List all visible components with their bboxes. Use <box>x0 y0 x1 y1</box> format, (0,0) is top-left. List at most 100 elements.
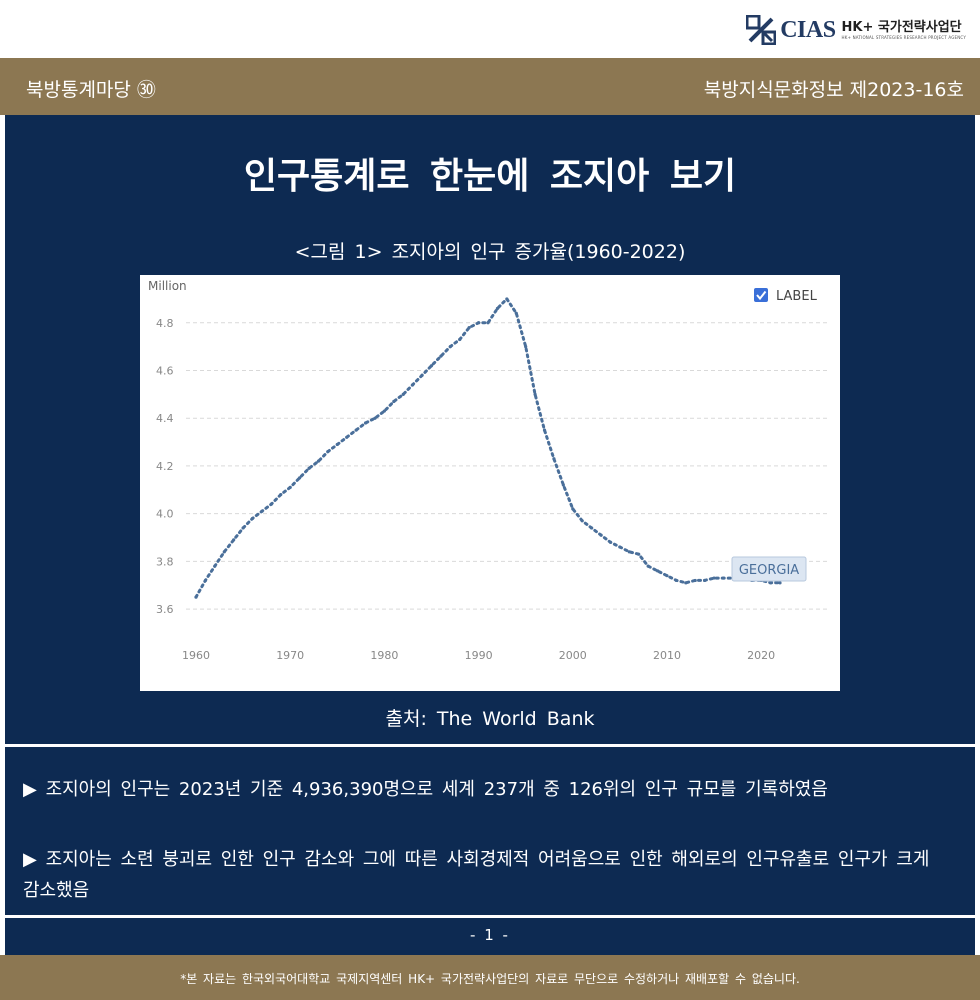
data-point <box>241 526 245 530</box>
data-point <box>561 483 565 487</box>
checkmark-icon <box>756 290 767 301</box>
data-point <box>411 383 415 387</box>
data-point <box>298 476 302 480</box>
summary-panel: ▶ 조지아의 인구는 2023년 기준 4,936,390명으로 세계 237개… <box>5 747 975 915</box>
data-point <box>439 354 443 358</box>
copyright-notice: *본 자료는 한국외국어대학교 국제지역센터 HK+ 국가전략사업단의 자료로 … <box>180 972 800 986</box>
data-point <box>232 538 236 542</box>
bullet-point-1: ▶ 조지아의 인구는 2023년 기준 4,936,390명으로 세계 237개… <box>23 779 828 800</box>
data-point <box>703 578 707 583</box>
data-point <box>392 399 396 404</box>
legend[interactable]: LABEL <box>754 288 818 304</box>
data-point <box>354 428 358 432</box>
data-point <box>712 576 716 580</box>
data-point <box>768 581 773 585</box>
data-point <box>269 502 273 506</box>
data-point <box>778 581 782 585</box>
logo-subtitle: HK+ NATIONAL STRATEGIES RESEARCH PROJECT… <box>841 34 966 40</box>
source-note: 출처: The World Bank <box>385 708 595 730</box>
y-tick-labels: 3.6 3.8 4.0 4.2 4.4 4.6 4.8 <box>156 317 174 616</box>
cias-logo[interactable]: CIAS HK+ 국가전략사업단 HK+ NATIONAL STRATEGIES… <box>746 10 966 50</box>
page-number-panel: - 1 - <box>5 918 975 955</box>
data-point <box>203 578 208 583</box>
x-tick-label: 2000 <box>559 649 587 662</box>
x-tick-labels: 1960 1970 1980 1990 2000 2010 2020 <box>182 649 775 662</box>
y-tick-label: 4.0 <box>156 508 174 521</box>
series-tag-label: GEORGIA <box>739 563 799 578</box>
data-point <box>618 545 622 549</box>
data-point <box>693 578 697 583</box>
data-point <box>382 409 386 413</box>
x-tick-label: 1960 <box>182 649 210 662</box>
data-point <box>505 297 509 301</box>
data-point <box>194 595 198 599</box>
data-point <box>674 578 678 583</box>
bullet-point-2: ▶ 조지아는 소련 붕괴로 인한 인구 감소와 그에 따른 사회경제적 어려움으… <box>23 849 930 901</box>
data-point <box>429 364 434 368</box>
data-point <box>627 550 631 554</box>
data-point <box>250 516 255 521</box>
data-point <box>260 509 264 513</box>
logo-title: HK+ 국가전략사업단 <box>841 19 962 35</box>
data-point <box>279 492 283 497</box>
data-point <box>458 337 462 342</box>
y-tick-label: 3.6 <box>156 603 174 616</box>
logo-wordmark: CIAS <box>780 16 836 43</box>
data-point <box>288 485 292 489</box>
chart-container: 3.6 3.8 4.0 4.2 4.4 4.6 4.8 1960 1970 1980 1990 20… <box>140 275 840 691</box>
data-point <box>213 564 217 568</box>
data-point <box>542 428 547 432</box>
data-point <box>571 507 575 511</box>
y-tick-label: 4.2 <box>156 460 174 473</box>
population-chart: 3.6 3.8 4.0 4.2 4.4 4.6 4.8 1960 1970 1980 1990 20… <box>148 279 830 662</box>
page-number: - 1 - <box>470 926 510 944</box>
x-tick-label: 2010 <box>653 649 681 662</box>
grid-lines <box>186 322 830 610</box>
data-point <box>486 321 490 325</box>
series-tag: GEORGIA <box>731 556 807 582</box>
data-point <box>335 442 339 447</box>
y-tick-label: 4.6 <box>156 365 174 378</box>
data-point <box>467 325 471 330</box>
x-tick-label: 1970 <box>276 649 304 662</box>
data-point <box>326 450 330 454</box>
data-point <box>580 519 584 523</box>
data-point <box>684 581 688 585</box>
cias-emblem-icon <box>746 15 777 45</box>
data-point <box>420 373 424 377</box>
page-title: 인구통계로 한눈에 조지아 보기 <box>243 156 737 197</box>
data-point <box>307 466 311 470</box>
data-point <box>608 540 613 544</box>
data-point <box>655 569 660 573</box>
data-point <box>222 550 226 554</box>
top-bar: CIAS HK+ 국가전략사업단 HK+ NATIONAL STRATEGIES… <box>0 0 980 58</box>
data-point <box>599 533 603 537</box>
main-panel: 인구통계로 한눈에 조지아 보기 <그림 1> 조지아의 인구 증가율(1960… <box>5 115 975 744</box>
data-point <box>373 416 377 420</box>
x-tick-label: 2020 <box>747 649 775 662</box>
data-point <box>316 459 321 463</box>
legend-label: LABEL <box>776 289 818 304</box>
data-point <box>476 321 481 325</box>
data-point <box>448 345 452 349</box>
header-bar: 북방통계마당 ㉚ 북방지식문화정보 제2023-16호 <box>0 58 980 115</box>
y-tick-label: 4.4 <box>156 412 174 425</box>
data-point <box>646 564 650 568</box>
data-point <box>533 392 537 396</box>
y-tick-label: 4.8 <box>156 317 174 330</box>
legend-checkbox[interactable] <box>754 288 768 302</box>
data-point <box>637 552 641 556</box>
series-label: 북방통계마당 ㉚ <box>26 79 156 101</box>
data-point <box>552 457 556 461</box>
data-point <box>590 526 594 530</box>
data-point <box>363 421 368 425</box>
series-line <box>194 296 782 599</box>
data-point <box>665 574 669 578</box>
population-line <box>194 296 782 599</box>
figure-caption: <그림 1> 조지아의 인구 증가율(1960-2022) <box>294 241 686 263</box>
data-point <box>524 345 528 349</box>
y-tick-label: 3.8 <box>156 555 174 568</box>
x-tick-label: 1990 <box>465 649 493 662</box>
y-axis-unit-label: Million <box>148 279 187 293</box>
data-point <box>345 435 349 439</box>
